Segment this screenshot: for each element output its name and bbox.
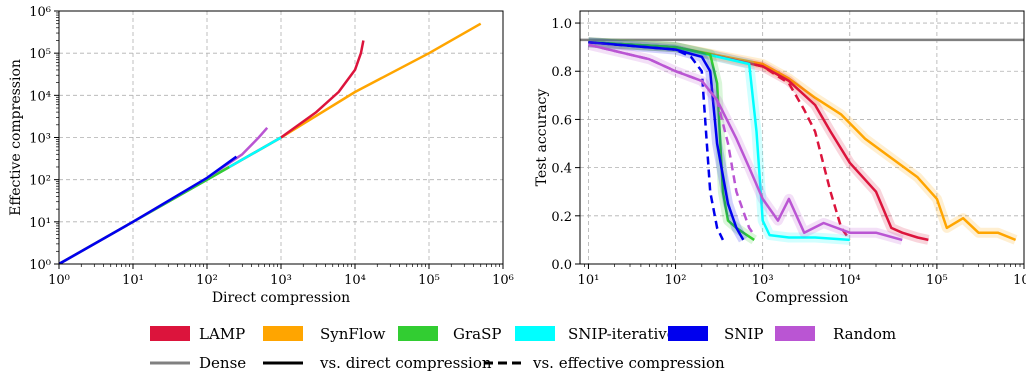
x-tick-label: 10⁵ [926, 273, 948, 288]
legend-label-snip-iterative: SNIP-iterative [568, 325, 676, 343]
x-tick-label: 10¹ [578, 273, 600, 288]
y-tick-label: 10⁵ [29, 47, 51, 62]
series-line-grasp [588, 41, 755, 241]
series-line-synflow [588, 41, 1017, 242]
axes-frame [58, 10, 504, 265]
effective-vs-direct-chart: 10⁰ 10¹ 10² 10³ 10⁴ 10⁵ 10⁶ 10⁰ 10¹ 10² 10³ 10⁴ 10⁵ 1… [8, 5, 514, 306]
x-tick-label: 10⁴ [839, 273, 861, 288]
x-tick-label: 10⁰ [48, 273, 70, 288]
series-band-synflow [588, 37, 1018, 245]
y-tick-label: 0.0 [551, 258, 572, 273]
series-line-random [588, 43, 903, 242]
legend-swatch-grasp [398, 326, 438, 341]
x-tick-label: 10⁵ [418, 273, 440, 288]
plot-area [580, 37, 1024, 245]
y-tick-label: 10⁰ [29, 258, 51, 273]
legend-swatch-lamp [150, 326, 190, 341]
y-tick-label: 0.4 [551, 162, 572, 177]
y-tick-label: 10³ [29, 132, 51, 147]
legend-swatch-synflow [263, 326, 303, 341]
legend: LAMP SynFlow GraSP SNIP-iterative SNIP R… [150, 325, 896, 372]
series-line-snip [59, 155, 238, 264]
y-tick-label: 10² [29, 174, 51, 189]
y-tick-label: 1.0 [551, 17, 572, 32]
legend-label-synflow: SynFlow [320, 325, 386, 343]
x-axis-title: Compression [756, 290, 849, 306]
series-line-random [59, 126, 269, 264]
y-tick-label: 10¹ [29, 216, 51, 231]
x-tick-label: 10² [665, 273, 687, 288]
y-axis-title: Test accuracy [534, 89, 550, 187]
y-tick-label: 0.2 [551, 210, 572, 225]
legend-swatch-random [775, 326, 815, 341]
x-tick-label: 10⁶ [492, 273, 514, 288]
legend-label-direct: vs. direct compression [319, 354, 492, 372]
series-line-random-effective [588, 43, 756, 236]
legend-swatch-snip [668, 326, 708, 341]
legend-label-random: Random [833, 325, 896, 343]
x-tick-label: 10² [196, 273, 218, 288]
x-tick-label: 10⁶ [1013, 273, 1026, 288]
legend-label-effective: vs. effective compression [532, 354, 725, 372]
x-axis-title: Direct compression [212, 290, 350, 306]
test-accuracy-chart: 10¹ 10² 10³ 10⁴ 10⁵ 10⁶ 0.0 0.2 0.4 0.6 0.8 1.0 Comp… [534, 10, 1026, 306]
legend-label-lamp: LAMP [199, 325, 245, 343]
series-line-lamp [59, 40, 365, 264]
legend-swatch-snip-iterative [515, 326, 555, 341]
series-line-snip-effective [588, 41, 725, 241]
plot-area [59, 22, 482, 264]
x-tick-label: 10¹ [122, 273, 144, 288]
legend-label-grasp: GraSP [453, 325, 501, 343]
x-tick-label: 10³ [752, 273, 774, 288]
y-tick-label: 0.8 [551, 65, 572, 80]
y-tick-label: 10⁴ [29, 89, 51, 104]
x-tick-label: 10³ [270, 273, 292, 288]
y-tick-label: 0.6 [551, 113, 572, 128]
axes-frame [579, 10, 1025, 265]
x-tick-label: 10⁴ [344, 273, 366, 288]
legend-label-snip: SNIP [724, 325, 763, 343]
y-axis-title: Effective compression [8, 59, 24, 216]
y-tick-label: 10⁶ [29, 5, 51, 20]
legend-label-dense: Dense [199, 354, 246, 372]
